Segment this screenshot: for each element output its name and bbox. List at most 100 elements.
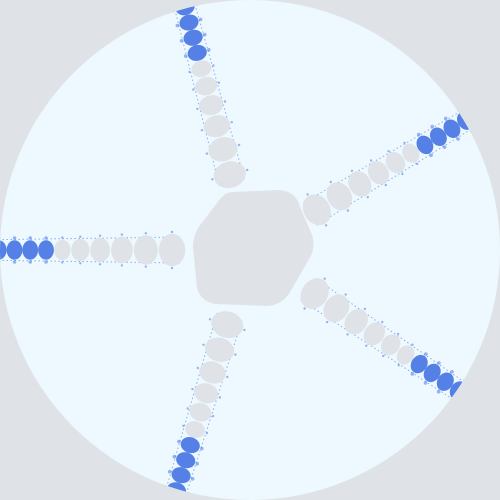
inner-bead: [158, 233, 186, 267]
filigree-dot: [442, 145, 447, 149]
inner-bead: [54, 239, 71, 261]
central-pentagon-region: [193, 190, 314, 306]
filigree-dot: [194, 2, 199, 6]
filigree-dot: [12, 236, 17, 240]
outer-bead: [0, 240, 7, 260]
filigree-dot: [456, 137, 460, 141]
fractal-arm: [300, 277, 467, 403]
filigree-dot: [387, 150, 390, 153]
inner-bead: [344, 309, 368, 335]
filigree-dot: [323, 277, 326, 280]
filigree-dot: [170, 230, 174, 234]
filigree-dot: [306, 193, 309, 196]
inner-bead: [302, 194, 331, 226]
filigree-line: [303, 112, 458, 204]
filigree-dot: [443, 116, 448, 121]
filigree-dot: [246, 168, 249, 172]
filigree-dot: [346, 209, 350, 212]
outer-bead: [187, 44, 207, 61]
filigree-line: [300, 299, 451, 398]
inner-bead: [189, 402, 212, 422]
inner-bead: [208, 137, 238, 162]
filigree-dot: [182, 424, 185, 427]
filigree-dot: [226, 375, 229, 379]
filigree-line: [316, 130, 469, 226]
filigree-dot: [410, 372, 415, 376]
filigree-dot: [198, 17, 203, 22]
inner-bead: [326, 182, 353, 211]
filigree-line: [1, 259, 181, 264]
outer-bead: [410, 354, 428, 374]
outer-bead: [443, 119, 461, 138]
filigree-dot: [79, 235, 82, 238]
filigree-line: [175, 13, 220, 186]
inner-bead: [396, 345, 415, 365]
fractal-arm: [0, 230, 186, 270]
inner-bead: [300, 278, 329, 309]
filigree-dot: [423, 381, 428, 385]
inner-bead: [380, 334, 401, 356]
filigree-dot: [196, 366, 199, 370]
filigree-dot: [243, 328, 246, 332]
filigree-dot: [411, 343, 414, 346]
outer-bead: [171, 467, 191, 484]
filigree-dot: [344, 293, 347, 296]
inner-bead: [205, 337, 234, 362]
filigree-dot: [416, 162, 419, 166]
filigree-dot: [79, 262, 82, 265]
inner-bead: [402, 143, 420, 163]
filigree-dot: [208, 318, 212, 321]
filigree-dot: [234, 353, 237, 356]
filigree-dot: [303, 307, 306, 310]
filigree-dot: [144, 265, 147, 268]
inner-bead: [185, 421, 206, 438]
inner-bead: [199, 95, 224, 116]
filigree-dot: [179, 39, 184, 43]
inner-bead: [133, 235, 158, 265]
filigree-dot: [384, 183, 387, 187]
fractal-arm: [171, 0, 249, 189]
filigree-dot: [211, 414, 215, 418]
outer-bead: [6, 240, 23, 260]
filigree-dot: [28, 260, 32, 264]
filigree-dot: [44, 236, 48, 240]
fractal-arm: [302, 108, 474, 227]
outer-bead: [180, 437, 200, 454]
outer-bead: [22, 240, 39, 260]
filigree-line: [195, 7, 245, 180]
filigree-dot: [175, 23, 180, 28]
inner-bead: [213, 161, 246, 189]
filigree-dot: [450, 370, 454, 374]
filigree-dot: [167, 469, 172, 474]
filigree-dot: [237, 143, 241, 147]
filigree-dot: [207, 48, 211, 52]
inner-bead: [367, 161, 390, 185]
filigree-dot: [217, 81, 221, 84]
filigree-dot: [61, 261, 64, 264]
filigree-dot: [98, 234, 102, 237]
filigree-dot: [44, 260, 48, 264]
inner-bead: [199, 361, 226, 384]
filigree-dot: [429, 153, 433, 157]
filigree-dot: [365, 344, 368, 347]
outer-bead: [429, 127, 447, 147]
filigree-dot: [202, 32, 207, 37]
filigree-dot: [325, 320, 329, 324]
filigree-line: [315, 277, 462, 381]
filigree-dot: [163, 485, 167, 489]
inner-bead: [348, 171, 372, 197]
filigree-dot: [463, 378, 467, 383]
filigree-dot: [369, 159, 373, 162]
filigree-dot: [188, 70, 191, 74]
filigree-dot: [218, 396, 222, 399]
filigree-dot: [363, 307, 367, 311]
filigree-dot: [177, 439, 181, 444]
filigree-dot: [382, 354, 385, 358]
filigree-dot: [397, 364, 400, 367]
filigree-dot: [329, 180, 332, 184]
inner-bead: [71, 238, 90, 262]
filigree-dot: [436, 389, 441, 394]
inner-bead: [194, 383, 219, 404]
filigree-dot: [28, 236, 32, 240]
